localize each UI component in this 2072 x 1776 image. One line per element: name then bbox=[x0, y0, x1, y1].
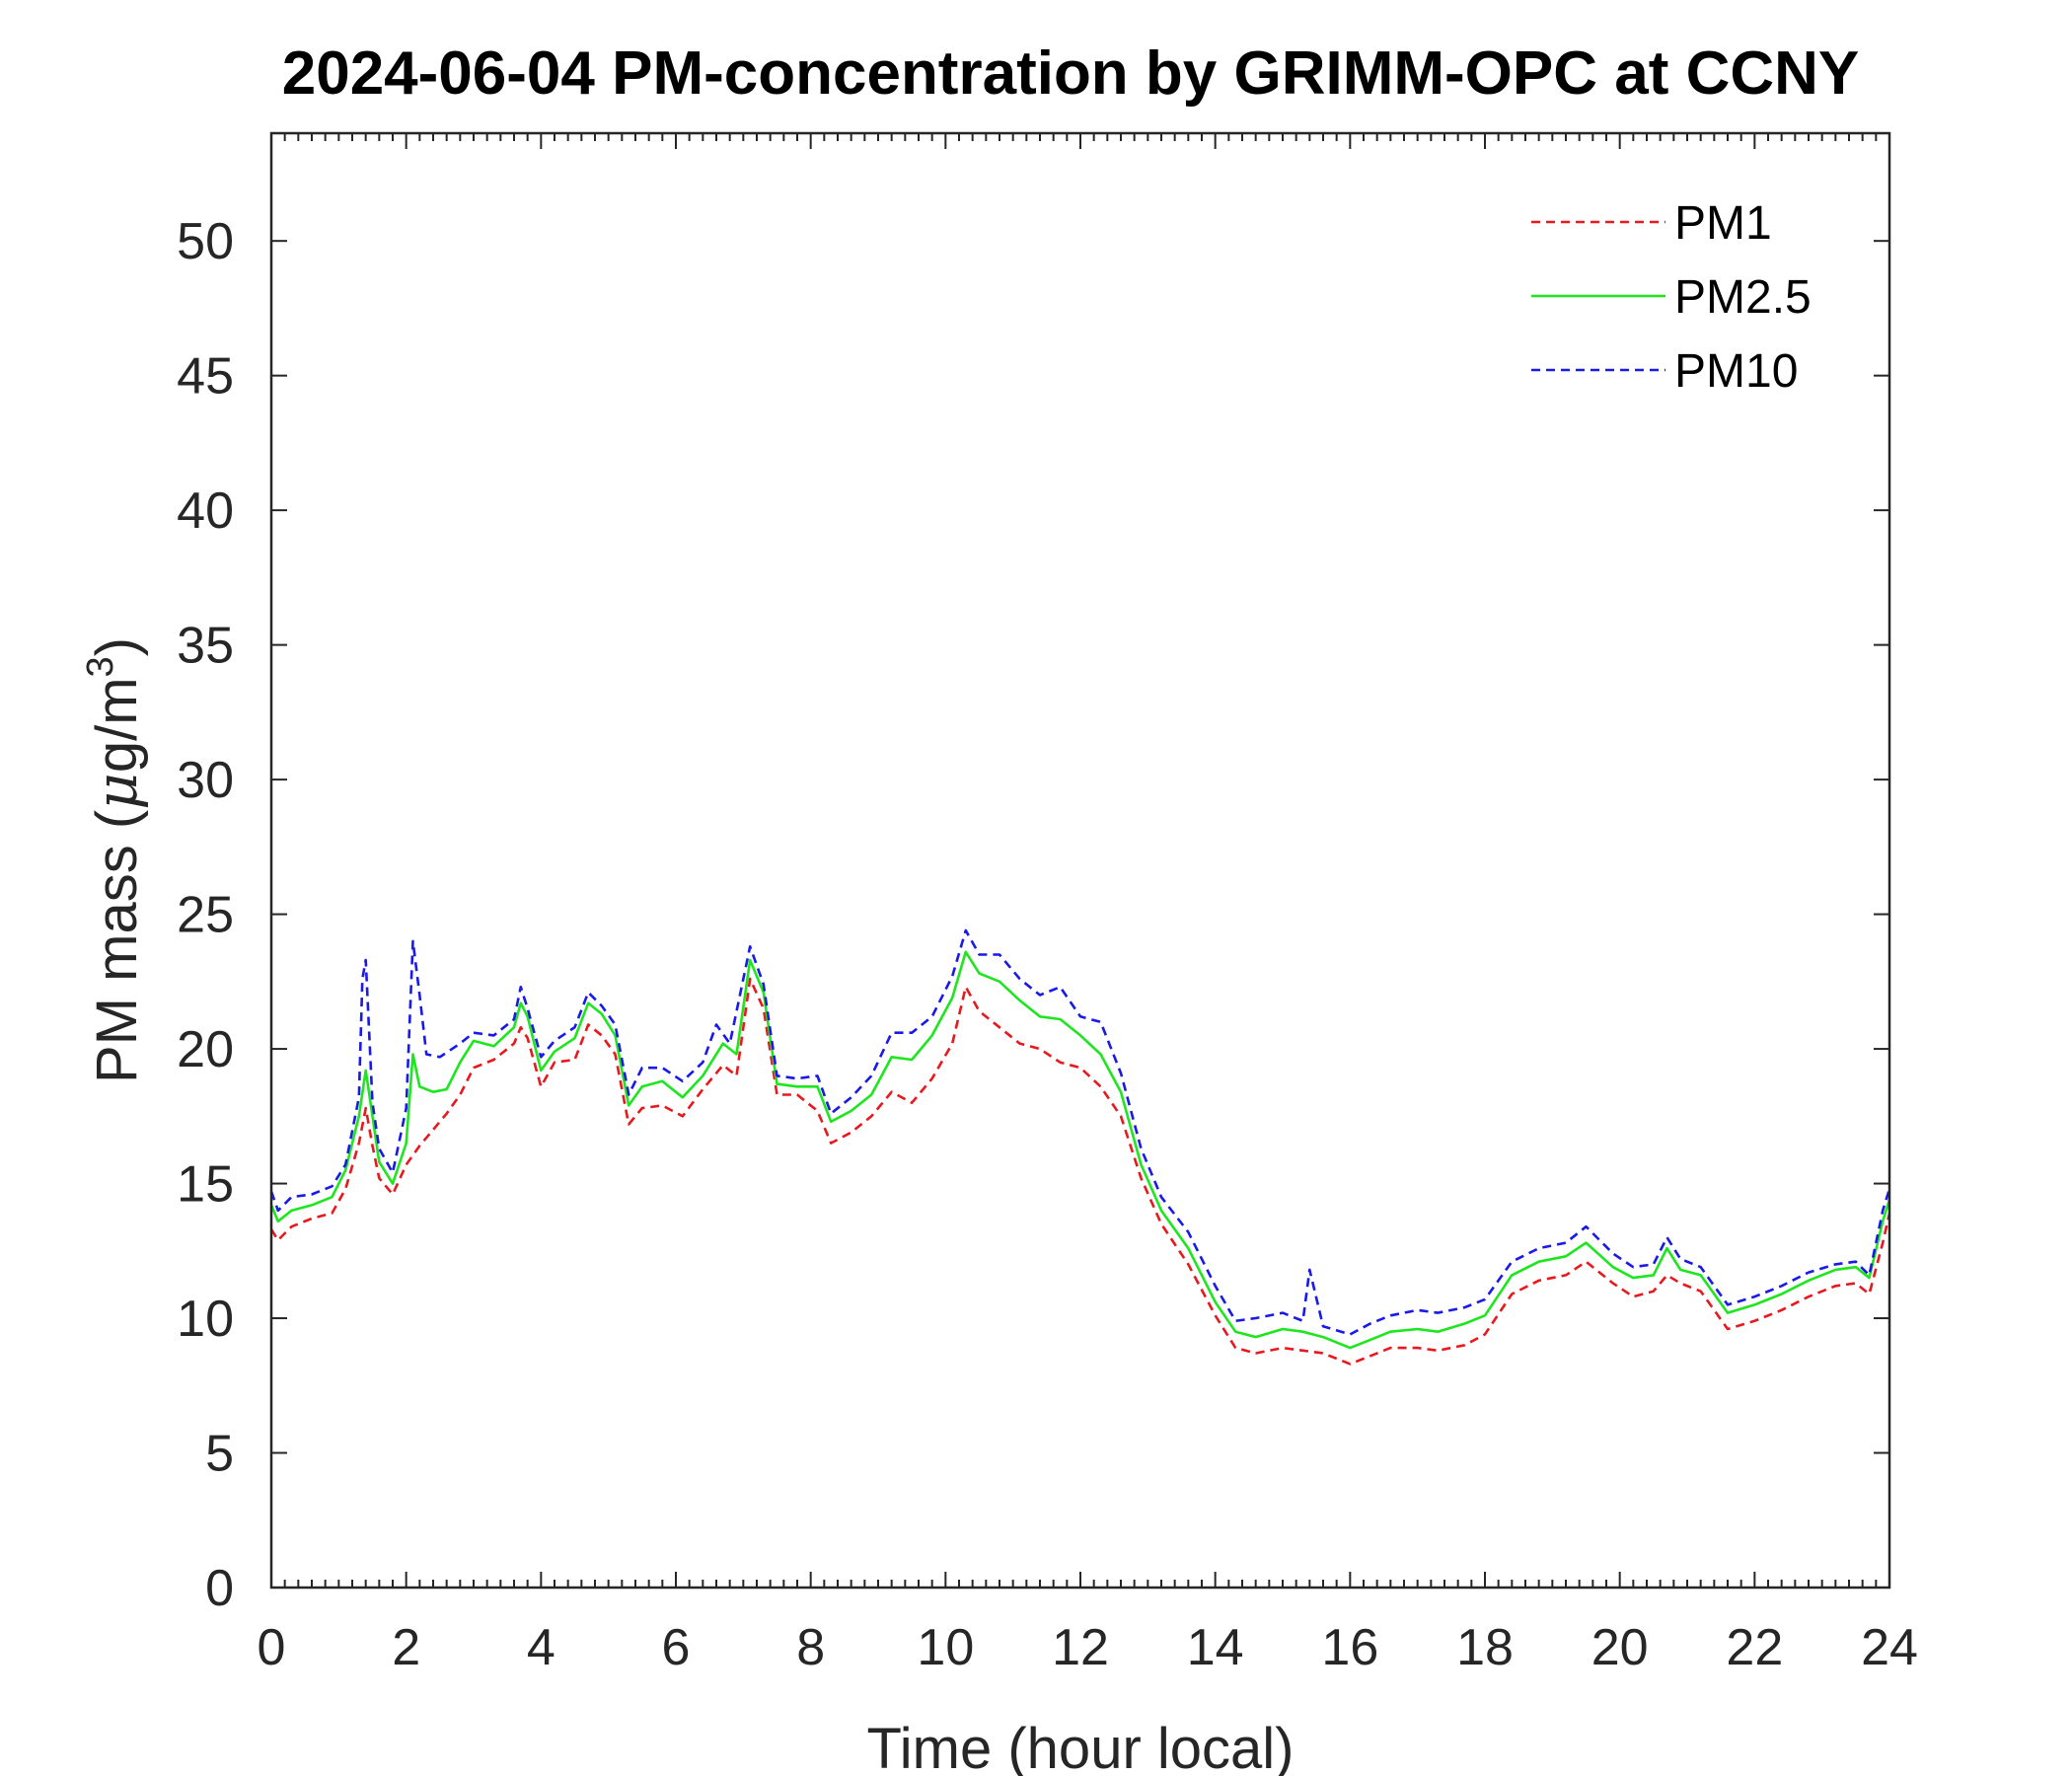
x-axis-label: Time (hour local) bbox=[867, 1717, 1295, 1776]
x-tick-label: 16 bbox=[1321, 1619, 1378, 1676]
x-tick-label: 18 bbox=[1456, 1619, 1514, 1676]
y-tick-label: 40 bbox=[177, 482, 234, 540]
y-tick-label: 5 bbox=[205, 1426, 234, 1483]
axes: 0 2 4 6 8 10 12 14 16 18 20 22 24 051015202530354045… bbox=[177, 131, 1918, 1676]
legend: PM1 PM2.5 PM10 bbox=[1531, 197, 1812, 398]
series-line-pm1 bbox=[269, 977, 1891, 1366]
svg-text:PM mass (μg/m3): PM mass (μg/m3) bbox=[80, 637, 150, 1083]
y-tick-label: 50 bbox=[177, 213, 234, 270]
y-tick-label: 10 bbox=[177, 1291, 234, 1348]
legend-label: PM10 bbox=[1674, 345, 1798, 398]
x-tick-label: 10 bbox=[917, 1619, 974, 1676]
y-axis-label-close: ) bbox=[85, 637, 149, 656]
x-tick-label: 22 bbox=[1726, 1619, 1783, 1676]
y-tick-label: 20 bbox=[177, 1021, 234, 1078]
plot-area bbox=[271, 133, 1889, 1588]
y-axis-label-unit: g/m bbox=[85, 677, 149, 773]
x-tick-label: 0 bbox=[258, 1619, 286, 1676]
series-layer bbox=[269, 928, 1891, 1366]
y-tick-label: 30 bbox=[177, 752, 234, 809]
legend-label: PM2.5 bbox=[1674, 271, 1812, 324]
y-tick-label: 15 bbox=[177, 1156, 234, 1214]
y-tick-label: 0 bbox=[205, 1560, 234, 1617]
y-axis-label-superscript: 3 bbox=[80, 656, 121, 677]
legend-label: PM1 bbox=[1674, 197, 1772, 250]
x-tick-label: 12 bbox=[1052, 1619, 1109, 1676]
y-tick-label: 45 bbox=[177, 348, 234, 406]
series-line-pm10 bbox=[269, 928, 1891, 1336]
y-tick-label: 25 bbox=[177, 887, 234, 944]
x-tick-label: 2 bbox=[392, 1619, 420, 1676]
x-axis: 0 2 4 6 8 10 12 14 16 18 20 22 24 bbox=[258, 133, 1918, 1676]
y-axis-label-mu: μ bbox=[83, 773, 150, 810]
series-line-pm2-5 bbox=[269, 950, 1891, 1350]
y-axis-label: PM mass (μg/m3) bbox=[80, 637, 150, 1083]
x-tick-label: 8 bbox=[796, 1619, 825, 1676]
y-axis-label-text: PM mass ( bbox=[85, 810, 149, 1083]
x-tick-label: 14 bbox=[1187, 1619, 1244, 1676]
chart-title: 2024-06-04 PM-concentration by GRIMM-OPC… bbox=[282, 39, 1860, 108]
x-tick-label: 6 bbox=[662, 1619, 691, 1676]
y-tick-label: 35 bbox=[177, 618, 234, 675]
x-tick-label: 24 bbox=[1861, 1619, 1918, 1676]
y-axis: 0 5 10 15 20 25 30 35 40 45 50 bbox=[177, 213, 1889, 1617]
x-tick-label: 4 bbox=[527, 1619, 555, 1676]
x-tick-label: 20 bbox=[1591, 1619, 1649, 1676]
